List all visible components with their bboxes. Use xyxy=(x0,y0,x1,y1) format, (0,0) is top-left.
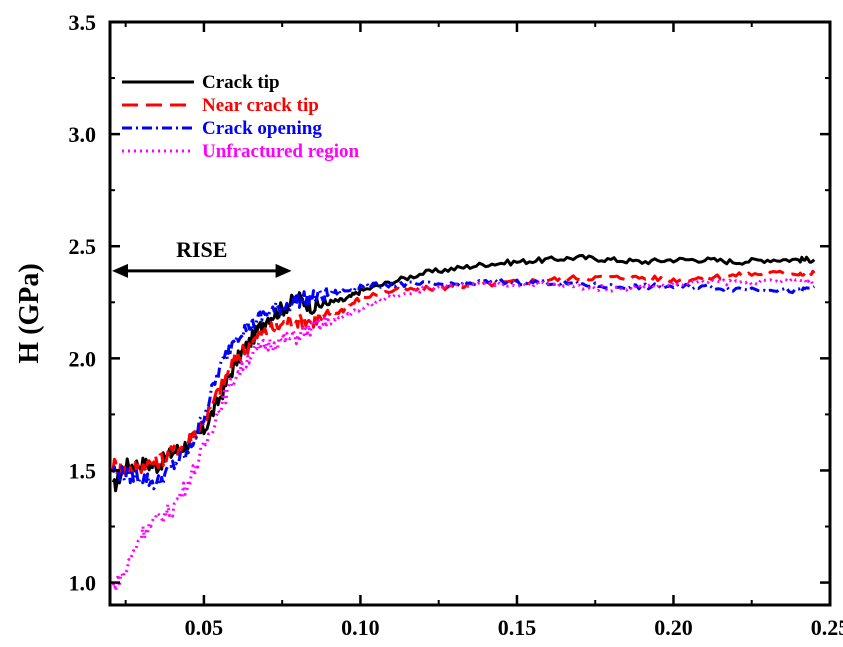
x-tick-label: 0.05 xyxy=(185,615,224,640)
rise-arrow-head-right xyxy=(275,263,292,278)
y-tick-label: 1.5 xyxy=(69,458,97,483)
rise-arrow-head-left xyxy=(112,263,128,278)
x-tick-label: 0.20 xyxy=(654,615,693,640)
y-tick-label: 2.5 xyxy=(69,234,97,259)
x-tick-label: 0.10 xyxy=(341,615,380,640)
x-tick-label: 0.25 xyxy=(811,615,843,640)
series-layer xyxy=(111,254,816,593)
legend-label: Near crack tip xyxy=(202,95,319,116)
rise-label: RISE xyxy=(176,237,227,262)
y-tick-label: 3.5 xyxy=(69,10,97,35)
y-tick-label: 3.0 xyxy=(69,122,97,147)
annotation-layer: RISE xyxy=(112,237,292,278)
legend-label: Crack opening xyxy=(202,118,322,139)
series-line-unfractured-region xyxy=(111,276,816,593)
series-line-crack-opening xyxy=(111,278,816,491)
legend-label: Unfractured region xyxy=(202,141,360,162)
y-tick-label: 1.0 xyxy=(69,571,97,596)
ticks-layer: 0.05 0.10 0.15 0.20 0.25 1.0 1.5 2.0 2.5 3.0 3.5 xyxy=(69,10,843,640)
x-tick-label: 0.15 xyxy=(498,615,537,640)
series-line-near-crack-tip xyxy=(111,269,816,477)
y-tick-label: 2.0 xyxy=(69,346,97,371)
legend-label: Crack tip xyxy=(202,72,280,93)
plot-frame xyxy=(108,20,832,607)
y-axis-title: H (GPa) xyxy=(14,263,45,363)
